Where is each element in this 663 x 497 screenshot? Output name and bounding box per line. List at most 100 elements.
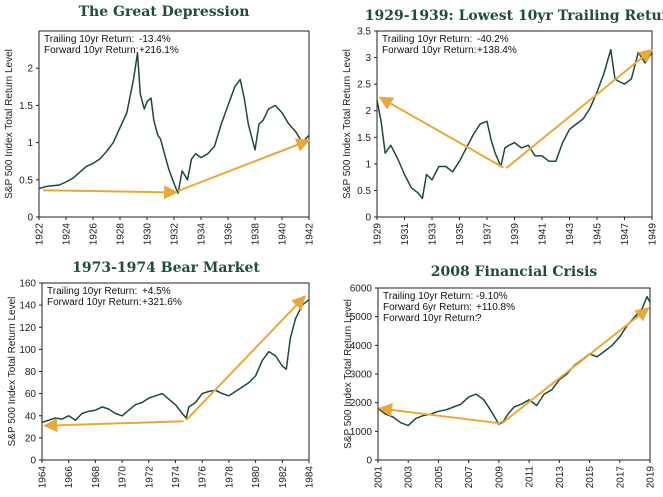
plot-frame <box>376 30 653 218</box>
x-tick-label: 2007 <box>464 466 475 489</box>
trend-arrow <box>185 295 306 421</box>
x-tick-label: 1932 <box>170 223 181 246</box>
annotation-value: +216.1% <box>139 45 179 56</box>
x-tick-label: 1982 <box>278 466 289 489</box>
series-line <box>376 48 653 200</box>
x-tick-label: 1936 <box>224 223 235 246</box>
annotation-value: -13.4% <box>139 34 171 45</box>
y-tick-label: 3 <box>365 53 371 64</box>
trend-arrow <box>505 48 654 169</box>
x-tick-label: 1939 <box>510 223 521 246</box>
y-tick-label: 2 <box>365 106 371 117</box>
x-tick-label: 1974 <box>171 466 182 489</box>
x-tick-label: 1947 <box>620 223 631 246</box>
y-tick-label: 2.5 <box>357 80 371 91</box>
annotation-label: Trailing 10yr Return: <box>44 34 134 45</box>
y-tick-label: 1 <box>365 159 371 170</box>
trend-arrow <box>378 96 504 169</box>
annotation-value: +321.6% <box>142 297 182 308</box>
y-tick-label: 1000 <box>350 427 373 438</box>
chart-title: 2008 Financial Crisis <box>431 264 598 280</box>
y-tick-label: 20 <box>25 433 37 444</box>
series-line <box>38 52 310 194</box>
y-tick-label: 0 <box>365 213 371 224</box>
x-tick-label: 2005 <box>434 466 445 489</box>
chart-panel-2: 1929-1939: Lowest 10yr Trailing Return 0 0… <box>342 8 663 245</box>
y-tick-label: 0 <box>366 456 372 467</box>
x-tick-label: 1940 <box>278 223 289 246</box>
y-tick-label: 0.5 <box>19 175 33 186</box>
x-tick-label: 1922 <box>35 223 46 246</box>
y-tick-label: 40 <box>25 411 37 422</box>
y-tick-label: 3.5 <box>357 27 371 38</box>
x-tick-label: 1938 <box>251 223 262 246</box>
y-tick-label: 4000 <box>350 341 373 352</box>
x-tick-label: 1980 <box>251 466 262 489</box>
trend-arrow <box>501 307 650 425</box>
y-tick-label: 1 <box>27 138 33 149</box>
x-tick-label: 1945 <box>593 223 604 246</box>
y-tick-label: 1.5 <box>19 101 33 112</box>
series-line <box>41 299 310 424</box>
x-tick-label: 2015 <box>585 466 596 489</box>
x-tick-label: 1926 <box>89 223 100 246</box>
x-tick-label: 1964 <box>38 466 49 489</box>
annotation-value: -9.10% <box>476 291 508 302</box>
x-tick-label: 1935 <box>455 223 466 246</box>
annotation-value: +4.5% <box>142 286 171 297</box>
x-tick-label: 2017 <box>615 466 626 489</box>
x-tick-label: 1934 <box>197 223 208 246</box>
y-tick-label: 6000 <box>350 284 373 295</box>
annotation-label: Trailing 10yr Return: <box>382 34 472 45</box>
chart-panel-4: 2008 Financial Crisis 0 1000 2000 3000 4000 50… <box>343 264 657 488</box>
x-tick-label: 1933 <box>428 223 439 246</box>
chart-title: 1973-1974 Bear Market <box>72 260 260 276</box>
y-tick-label: 0 <box>27 213 33 224</box>
chart-title: The Great Depression <box>79 4 250 20</box>
trend-arrow <box>43 418 184 433</box>
y-tick-label: 80 <box>25 367 37 378</box>
y-axis-label: S&P 500 Index Total Return Level <box>7 297 18 447</box>
x-tick-label: 1924 <box>62 223 73 246</box>
x-tick-label: 1968 <box>91 466 102 489</box>
x-tick-label: 2003 <box>404 466 415 489</box>
y-axis-label: S&P 500 Index Total Return Level <box>4 49 15 199</box>
x-tick-label: 2011 <box>525 466 536 488</box>
annotation-label: Forward 10yr Return: <box>44 45 138 56</box>
annotation-value: +110.8% <box>476 302 515 313</box>
annotation-label: Forward 10yr Return: <box>382 45 476 56</box>
chart-panel-3: 1973-1974 Bear Market 0 20 40 60 80 100 120 140 1… <box>7 260 316 488</box>
x-tick-label: 1972 <box>144 466 155 489</box>
x-tick-label: 1930 <box>143 223 154 246</box>
annotation-value: +138.4% <box>477 45 517 56</box>
chart-title: 1929-1939: Lowest 10yr Trailing Return <box>365 8 663 24</box>
trend-arrow <box>177 138 311 192</box>
x-tick-label: 1966 <box>64 466 75 489</box>
x-tick-label: 1976 <box>198 466 209 489</box>
y-tick-label: 0.5 <box>357 186 371 197</box>
x-tick-label: 1928 <box>116 223 127 246</box>
y-tick-label: 60 <box>25 389 37 400</box>
plot-frame <box>38 30 310 218</box>
x-tick-label: 2001 <box>374 466 385 489</box>
annotation-label: Trailing 10yr Return: <box>47 286 137 297</box>
x-tick-label: 1984 <box>305 466 316 489</box>
x-tick-label: 1937 <box>483 223 494 246</box>
annotation-value: -40.2% <box>477 34 509 45</box>
chart-panel-1: The Great Depression 0 0.5 1 1.5 2 1922 1924 192… <box>4 4 316 245</box>
y-tick-label: 3000 <box>350 370 373 381</box>
x-tick-label: 2009 <box>494 466 505 489</box>
x-tick-label: 1943 <box>565 223 576 246</box>
x-tick-label: 1931 <box>400 223 411 246</box>
y-tick-label: 120 <box>19 323 36 334</box>
y-tick-label: 140 <box>19 301 36 312</box>
y-axis-label: S&P 500 Index Total Return Level <box>342 49 353 199</box>
x-tick-label: 1949 <box>648 223 659 246</box>
x-tick-label: 1970 <box>118 466 129 489</box>
y-tick-label: 100 <box>19 345 36 356</box>
x-tick-label: 1942 <box>305 223 316 246</box>
annotation-label: Trailing 10yr Return: <box>383 291 473 302</box>
plot-frame <box>41 282 310 461</box>
y-tick-label: 5000 <box>350 312 373 323</box>
